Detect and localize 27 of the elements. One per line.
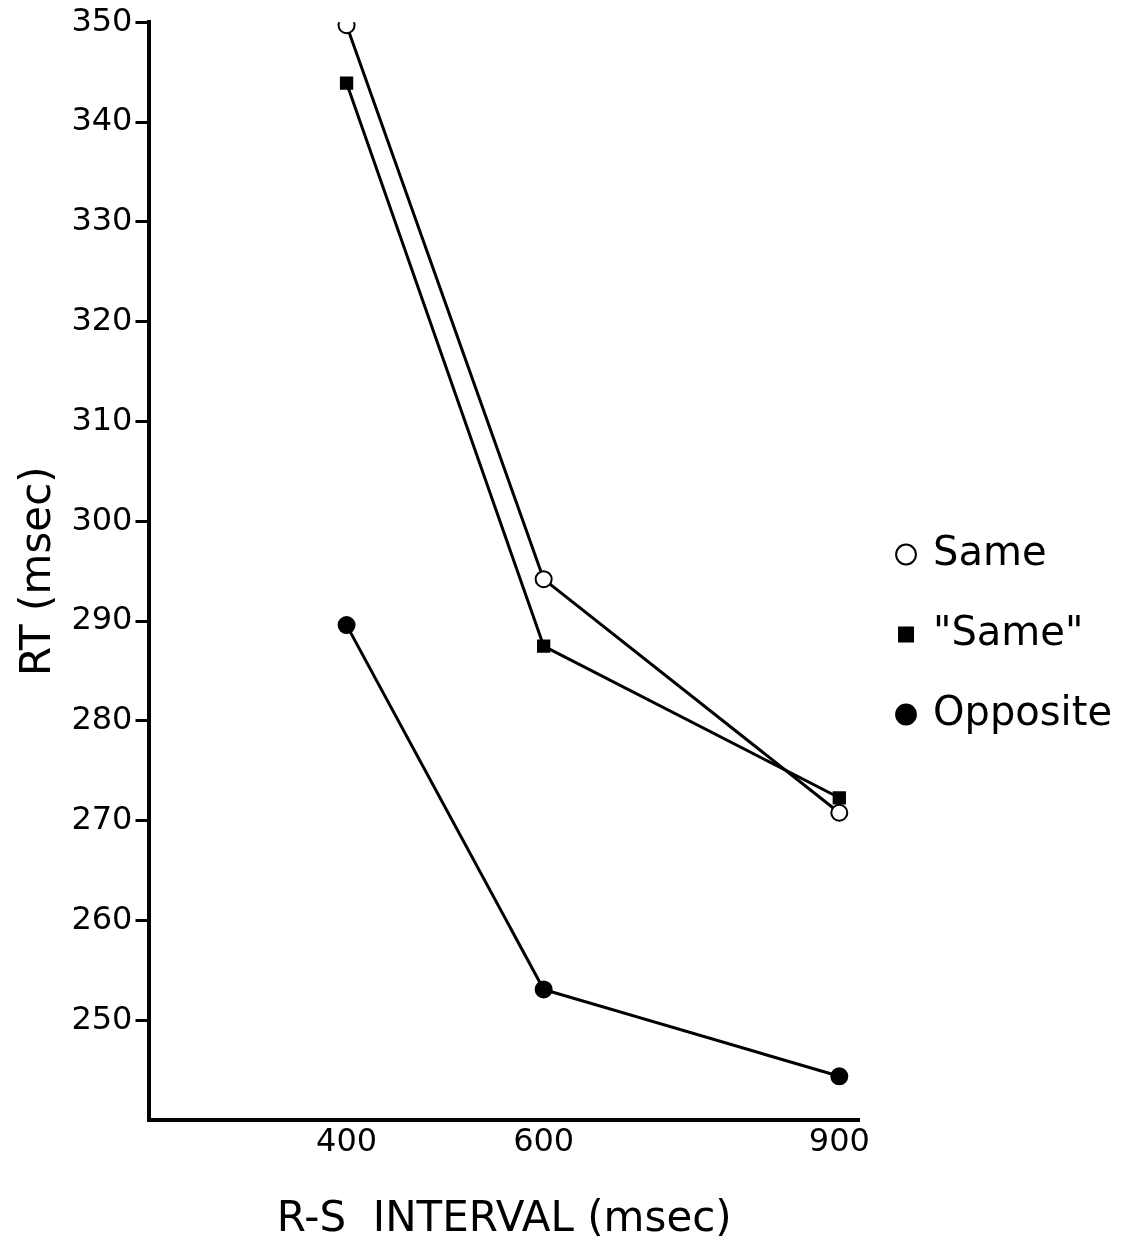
y-tick-label: 250 — [71, 998, 133, 1037]
legend-label: "Same" — [933, 607, 1084, 654]
y-tick-label: 330 — [71, 200, 133, 239]
y-tick-label: 300 — [71, 499, 133, 538]
x-axis-title: R-S INTERVAL (msec) — [276, 1191, 732, 1241]
y-axis-title: RT (msec) — [11, 466, 61, 677]
y-tick-label: 290 — [71, 599, 133, 638]
legend-label: Opposite — [933, 687, 1112, 734]
x-tick-label: 900 — [808, 1120, 870, 1159]
point — [534, 980, 553, 999]
y-tick-label: 280 — [71, 699, 133, 738]
y-tick-label: 340 — [71, 100, 133, 139]
point — [339, 76, 354, 90]
point — [337, 616, 356, 635]
y-tick-label: 270 — [71, 799, 133, 838]
legend-label: Same — [933, 527, 1047, 574]
point — [830, 803, 849, 822]
point — [830, 1067, 849, 1086]
point — [537, 639, 551, 653]
point — [832, 791, 846, 805]
x-tick-label: 400 — [316, 1120, 378, 1159]
point — [534, 570, 553, 589]
y-tick-label: 260 — [71, 898, 133, 937]
y-tick-label: 350 — [71, 0, 133, 39]
x-tick-label: 600 — [513, 1120, 575, 1159]
y-tick-label: 310 — [71, 399, 133, 438]
y-tick-label: 320 — [71, 299, 133, 338]
